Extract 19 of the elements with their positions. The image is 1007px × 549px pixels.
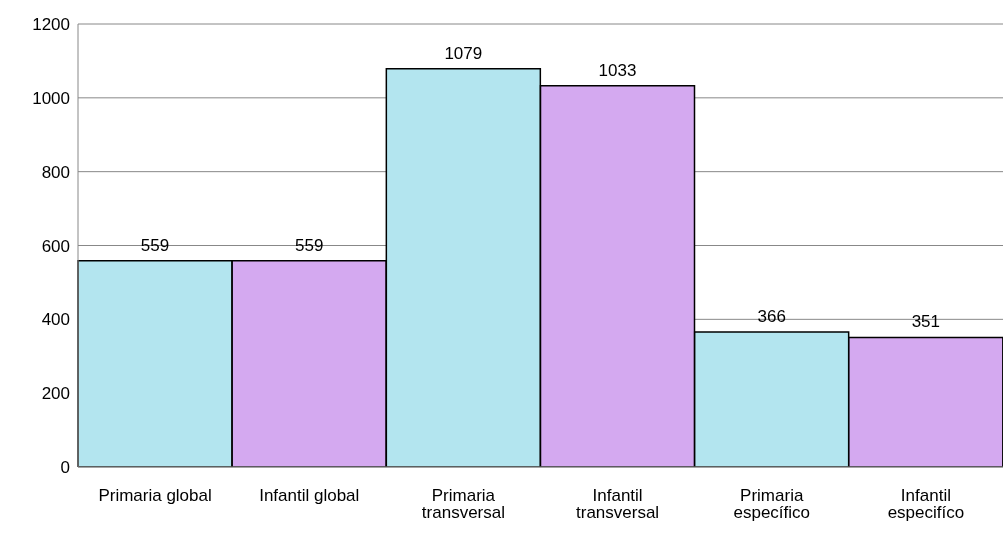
x-tick-label: Infantil transversal (576, 486, 660, 523)
data-label: 559 (140, 235, 170, 255)
data-label: 351 (911, 312, 941, 332)
y-tick-label: 200 (41, 384, 70, 404)
y-tick-label: 600 (41, 236, 70, 256)
x-tick-label: Infantil global (259, 486, 360, 506)
y-tick-label: 400 (41, 310, 70, 330)
data-label: 366 (757, 306, 786, 326)
data-label: 1079 (444, 43, 483, 63)
y-tick-label: 1200 (32, 15, 70, 35)
x-tick-label: Primaria específico (733, 486, 811, 523)
x-tick-label: Primaria transversal (421, 486, 505, 523)
y-tick-label: 800 (41, 162, 70, 182)
y-tick-label: 1000 (32, 88, 70, 108)
data-label: 559 (294, 235, 324, 255)
data-label: 1033 (598, 60, 637, 80)
y-tick-label: 0 (60, 458, 70, 478)
x-tick-label: Infantil especifíco (887, 486, 965, 523)
x-tick-label: Primaria global (98, 486, 212, 506)
